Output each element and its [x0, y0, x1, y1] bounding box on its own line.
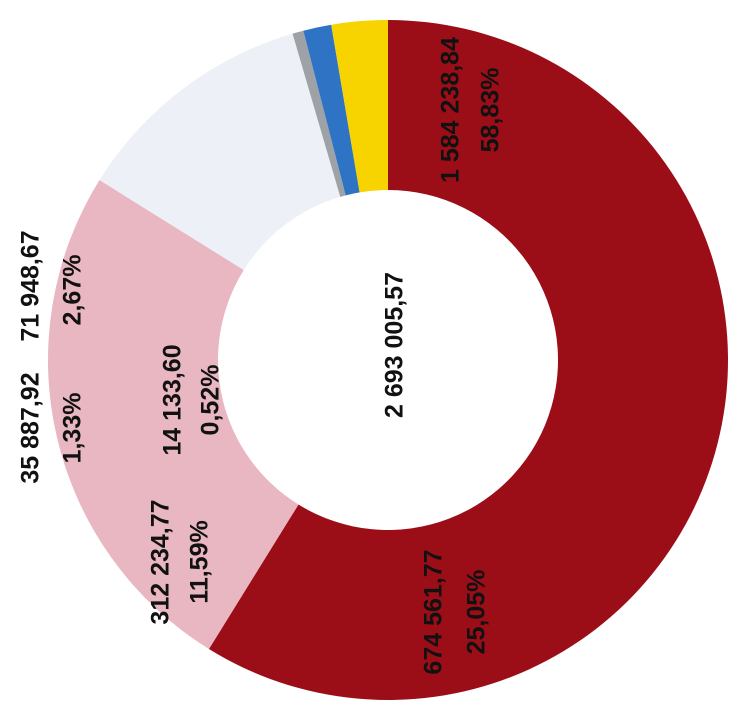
slice-value-label: 35 887,92 — [17, 372, 45, 483]
donut-slice — [47, 180, 299, 650]
donut-slice — [208, 20, 729, 700]
slice-value-label: 71 948,67 — [17, 230, 45, 341]
slice-percent-label: 58,83% — [477, 68, 505, 153]
slices — [47, 20, 729, 700]
donut-slice — [303, 24, 360, 196]
slice-percent-label: 11,59% — [186, 520, 214, 603]
labels: 1 584 238,84 58,83% 674 561,77 25,05% 312 23… — [17, 37, 505, 675]
slice-percent-label: 2,67% — [59, 255, 87, 326]
donut-slice — [292, 30, 346, 197]
slice-value-label: 674 561,77 — [420, 549, 448, 674]
slice-percent-label: 25,05% — [463, 570, 491, 655]
slice-value-label: 14 133,60 — [159, 344, 187, 455]
total-label: 2 693 005,57 — [381, 272, 409, 418]
slice-percent-label: 0,52% — [197, 365, 225, 436]
slice-percent-label: 1,33% — [59, 393, 87, 464]
slice-value-label: 312 234,77 — [147, 499, 175, 624]
slice-value-label: 1 584 238,84 — [437, 37, 465, 183]
donut-slice — [99, 33, 341, 271]
donut-slice — [331, 20, 388, 193]
